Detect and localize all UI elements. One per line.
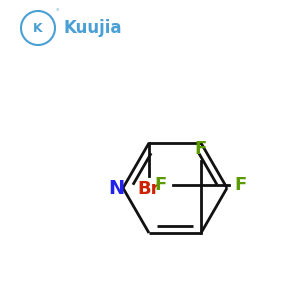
Text: °: ° [55, 9, 59, 15]
Text: F: F [195, 140, 207, 158]
Text: Br: Br [138, 180, 160, 198]
Text: Kuujia: Kuujia [64, 19, 122, 37]
Text: F: F [155, 176, 167, 194]
Text: N: N [108, 178, 124, 197]
Text: F: F [235, 176, 247, 194]
Text: K: K [33, 22, 43, 34]
